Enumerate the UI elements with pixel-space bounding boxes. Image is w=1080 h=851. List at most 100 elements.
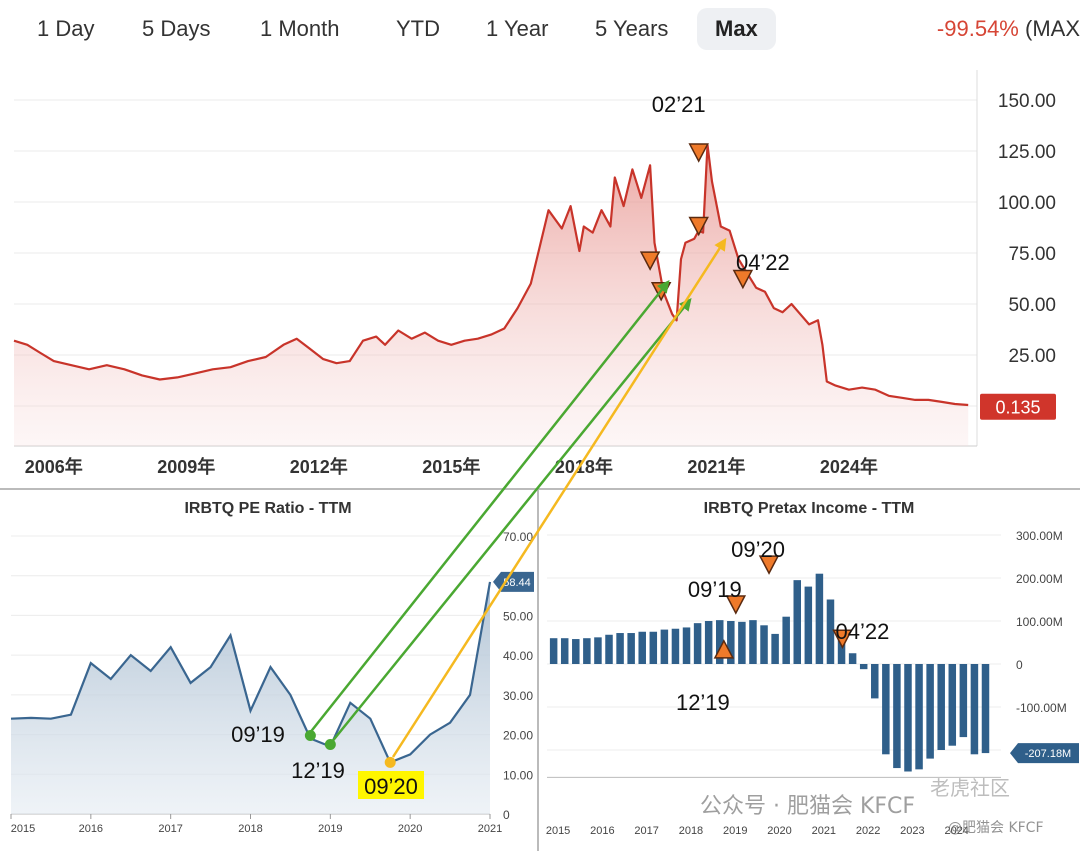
pretax-annotation-label: 09’20 — [731, 537, 785, 562]
pretax-bar — [638, 631, 646, 664]
pretax-bar — [738, 621, 746, 664]
pe-y-tick-label: 70.00 — [503, 530, 533, 544]
pretax-annotation-label: 04’22 — [836, 619, 890, 644]
marker-late-20 — [688, 216, 709, 237]
marker-02-21 — [688, 143, 709, 163]
pretax-bar — [682, 627, 691, 664]
pretax-bar — [815, 573, 824, 664]
pretax-bar — [693, 623, 702, 664]
pe-area — [11, 581, 490, 814]
price-y-tick-label: 25.00 — [1008, 346, 1056, 367]
pe-ratio-chart: IRBTQ PE Ratio - TTM 0 10.00 20.00 30.00 40.0… — [10, 500, 534, 835]
pretax-bar — [771, 633, 779, 664]
pretax-y-tick-label: 200.00M — [1016, 572, 1063, 586]
price-x-tick-label: 2006年 — [25, 456, 83, 477]
pretax-y-tick-label: 0 — [1016, 658, 1023, 672]
price-y-tick-label: 125.00 — [998, 142, 1056, 163]
period-change: -99.54% (MAX — [937, 8, 1080, 50]
pe-y-tick-label: 10.00 — [503, 768, 533, 782]
pretax-bar — [760, 625, 768, 664]
pretax-y-tick-label: 100.00M — [1016, 615, 1063, 629]
price-x-tick-label: 2015年 — [422, 456, 480, 477]
pretax-bar — [727, 621, 735, 664]
last-price-badge — [980, 393, 1056, 420]
watermark-logo: 老虎社区 — [930, 776, 1010, 800]
pretax-bar — [981, 664, 990, 754]
tab-1-day[interactable]: 1 Day — [37, 16, 95, 41]
pretax-marker-09-19 — [725, 595, 747, 615]
pretax-bar — [970, 664, 979, 755]
pretax-bar — [704, 621, 713, 664]
pe-x-tick-label: 2020 — [398, 823, 422, 835]
pretax-x-tick-label: 2024 — [944, 825, 968, 837]
tab-1-month[interactable]: 1 Month — [260, 16, 340, 41]
pretax-bar — [594, 637, 602, 664]
pretax-bar — [926, 664, 934, 759]
pe-last-value-label: 58.44 — [503, 577, 531, 589]
pretax-x-tick-label: 2021 — [812, 825, 836, 837]
price-x-tick-label: 2024年 — [820, 456, 878, 477]
price-area — [14, 144, 969, 446]
pretax-bar — [560, 638, 569, 664]
pretax-marker-04-22 — [832, 629, 853, 649]
price-x-tick-label: 2009年 — [157, 456, 215, 477]
pe-y-tick-label: 20.00 — [503, 729, 533, 743]
range-tabs: 1 Day 5 Days 1 Month YTD 1 Year 5 Years … — [0, 0, 1080, 60]
pe-dot-12-19 — [324, 738, 336, 750]
price-line — [13, 143, 969, 407]
tab-5-days[interactable]: 5 Days — [142, 16, 211, 41]
pretax-bar — [859, 664, 868, 670]
pe-dot-09-19 — [304, 730, 316, 742]
pretax-annotation-label: 09’19 — [688, 577, 742, 602]
price-y-tick-label: 100.00 — [998, 193, 1056, 214]
last-price-label: 0.135 — [995, 398, 1040, 418]
price-x-tick-label: 2012年 — [290, 456, 348, 477]
pretax-last-value-badge — [1010, 743, 1079, 764]
pretax-bar — [948, 664, 957, 746]
pe-x-tick-label: 2018 — [238, 823, 262, 835]
watermark-handle: @肥猫会 KFCF — [948, 820, 1044, 836]
pretax-bar — [848, 653, 857, 664]
pretax-bar — [904, 664, 912, 772]
pretax-y-tick-label: 300.00M — [1016, 529, 1063, 543]
pretax-last-value-label: -207.18M — [1025, 748, 1071, 760]
pe-x-tick-label: 2019 — [318, 823, 342, 835]
tab-1-year[interactable]: 1 Year — [486, 16, 549, 41]
pretax-bar — [959, 664, 968, 738]
price-y-tick-label: 150.00 — [998, 91, 1056, 112]
pretax-bar — [660, 629, 669, 664]
pretax-bar — [572, 639, 580, 664]
tab-5-years[interactable]: 5 Years — [595, 16, 669, 41]
pretax-bar — [583, 638, 591, 664]
pe-y-tick-label: 0 — [503, 808, 510, 822]
pe-y-tick-label: 40.00 — [503, 649, 533, 663]
pretax-bar — [826, 599, 835, 664]
price-y-tick-label: 75.00 — [1008, 244, 1056, 265]
pretax-bar — [893, 664, 901, 769]
pretax-x-tick-label: 2020 — [767, 825, 791, 837]
pretax-bar — [671, 628, 680, 664]
pretax-bar — [749, 620, 757, 664]
pretax-x-tick-label: 2022 — [856, 825, 880, 837]
tab-ytd[interactable]: YTD — [396, 16, 440, 41]
pretax-bar — [804, 586, 813, 664]
pretax-x-tick-label: 2016 — [590, 825, 614, 837]
pe-annotation-highlight — [358, 771, 424, 799]
pretax-bar — [837, 633, 846, 664]
pe-dot-09-20 — [384, 756, 396, 768]
pretax-chart-title: IRBTQ Pretax Income - TTM — [704, 500, 915, 517]
pe-x-tick-label: 2015 — [11, 823, 35, 835]
tab-max[interactable]: Max — [697, 8, 776, 50]
price-y-tick-label: 50.00 — [1008, 295, 1056, 316]
pe-x-tick-label: 2016 — [79, 823, 103, 835]
pretax-bar — [549, 638, 558, 664]
pretax-bar — [782, 616, 790, 664]
pretax-bar — [627, 633, 635, 664]
price-x-tick-label: 2018年 — [555, 456, 613, 477]
price-annotation-label: 02’21 — [652, 92, 706, 117]
pretax-y-tick-label: -100.00M — [1016, 701, 1067, 715]
pe-annotation-label: 12’19 — [291, 758, 345, 783]
change-period-label: (MAX — [1025, 16, 1080, 41]
price-x-tick-label: 2021年 — [687, 456, 745, 477]
pretax-bar — [882, 664, 890, 755]
